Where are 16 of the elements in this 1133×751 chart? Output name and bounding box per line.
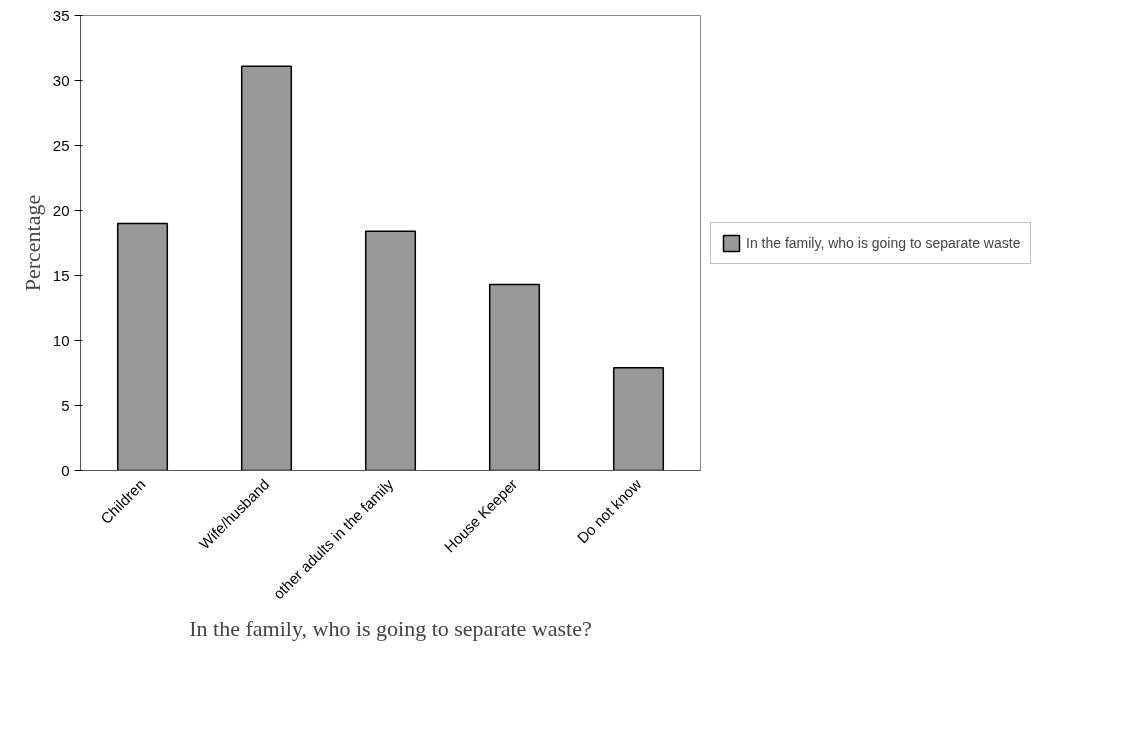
y-tick-label: 30 bbox=[52, 71, 70, 89]
bar bbox=[364, 230, 417, 471]
x-axis-title: In the family, who is going to separate waste? bbox=[189, 616, 592, 642]
bar bbox=[116, 222, 169, 471]
legend-label: In the family, who is going to separate waste bbox=[746, 234, 1021, 251]
y-tick-label: 20 bbox=[52, 201, 70, 219]
bar bbox=[240, 65, 293, 471]
y-tick-label: 25 bbox=[52, 136, 70, 154]
y-tick-label: 5 bbox=[61, 396, 70, 414]
bar bbox=[612, 367, 665, 471]
y-axis-title: Percentage bbox=[19, 194, 45, 292]
bar bbox=[488, 283, 541, 471]
y-tick-label: 15 bbox=[52, 266, 70, 284]
y-tick-label: 35 bbox=[52, 6, 70, 24]
y-tick-label: 0 bbox=[61, 461, 70, 479]
y-tick-label: 10 bbox=[52, 331, 70, 349]
